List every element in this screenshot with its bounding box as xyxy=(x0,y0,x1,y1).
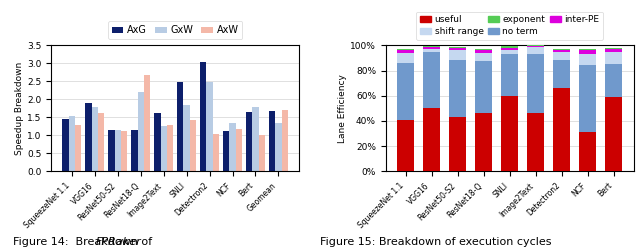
Bar xyxy=(207,82,212,171)
Bar xyxy=(397,63,414,120)
Bar xyxy=(527,54,544,113)
Bar xyxy=(527,47,544,54)
Text: FPRaker: FPRaker xyxy=(96,237,141,247)
Bar xyxy=(223,131,229,171)
Bar xyxy=(605,97,622,171)
Bar xyxy=(475,61,492,113)
Bar xyxy=(184,105,189,171)
Bar xyxy=(229,123,236,171)
Bar xyxy=(527,45,544,46)
Bar xyxy=(501,50,518,54)
Bar xyxy=(605,48,622,49)
Bar xyxy=(605,52,622,64)
Y-axis label: Lane Efficiency: Lane Efficiency xyxy=(339,74,348,143)
Bar xyxy=(397,53,414,63)
Bar xyxy=(605,64,622,97)
Bar xyxy=(397,49,414,50)
Bar xyxy=(92,107,98,171)
Bar xyxy=(449,47,466,48)
Bar xyxy=(449,48,466,50)
Bar xyxy=(108,130,115,171)
Y-axis label: Speedup Breakdown: Speedup Breakdown xyxy=(15,62,24,155)
Bar xyxy=(144,75,150,171)
Bar xyxy=(605,49,622,52)
Bar xyxy=(397,120,414,171)
Bar xyxy=(138,92,144,171)
Bar xyxy=(397,50,414,53)
Bar xyxy=(177,82,184,171)
Bar xyxy=(423,49,440,52)
Bar xyxy=(282,110,288,171)
Bar xyxy=(475,113,492,171)
Legend: useful, shift range, exponent, no term, inter-PE: useful, shift range, exponent, no term, … xyxy=(417,12,603,40)
Bar xyxy=(579,49,596,50)
Bar xyxy=(131,130,138,171)
Bar xyxy=(579,132,596,171)
Bar xyxy=(98,113,104,171)
Bar xyxy=(75,124,81,171)
Bar xyxy=(161,126,167,171)
Bar xyxy=(475,53,492,61)
Bar xyxy=(246,112,252,171)
Bar xyxy=(236,129,242,171)
Bar xyxy=(423,46,440,47)
Bar xyxy=(423,108,440,171)
Bar xyxy=(501,48,518,50)
Bar xyxy=(154,113,161,171)
Bar xyxy=(554,60,570,88)
Text: Figure 14:  Breakdown of: Figure 14: Breakdown of xyxy=(13,237,156,247)
Bar xyxy=(579,65,596,132)
Bar xyxy=(68,116,75,171)
Bar xyxy=(167,125,173,171)
Bar xyxy=(501,46,518,48)
Bar xyxy=(554,49,570,50)
Bar xyxy=(449,117,466,171)
Bar xyxy=(423,47,440,49)
Text: Figure 15: Breakdown of execution cycles: Figure 15: Breakdown of execution cycles xyxy=(320,237,552,247)
Bar xyxy=(449,60,466,117)
Bar xyxy=(475,50,492,53)
Bar xyxy=(423,52,440,108)
Bar xyxy=(275,123,282,171)
Bar xyxy=(501,96,518,171)
Bar xyxy=(259,135,265,171)
Bar xyxy=(475,49,492,50)
Bar xyxy=(200,61,207,171)
Bar xyxy=(527,46,544,47)
Bar xyxy=(212,134,219,171)
Bar xyxy=(449,50,466,60)
Bar xyxy=(501,54,518,96)
Bar xyxy=(121,131,127,171)
Bar xyxy=(554,50,570,52)
Bar xyxy=(189,120,196,171)
Bar xyxy=(63,119,68,171)
Bar xyxy=(269,111,275,171)
Bar xyxy=(579,54,596,65)
Bar xyxy=(252,107,259,171)
Bar xyxy=(579,50,596,54)
Bar xyxy=(554,52,570,60)
Bar xyxy=(554,88,570,171)
Bar xyxy=(115,130,121,171)
Legend: AxG, GxW, AxW: AxG, GxW, AxW xyxy=(108,21,243,39)
Bar xyxy=(85,103,92,171)
Bar xyxy=(527,113,544,171)
